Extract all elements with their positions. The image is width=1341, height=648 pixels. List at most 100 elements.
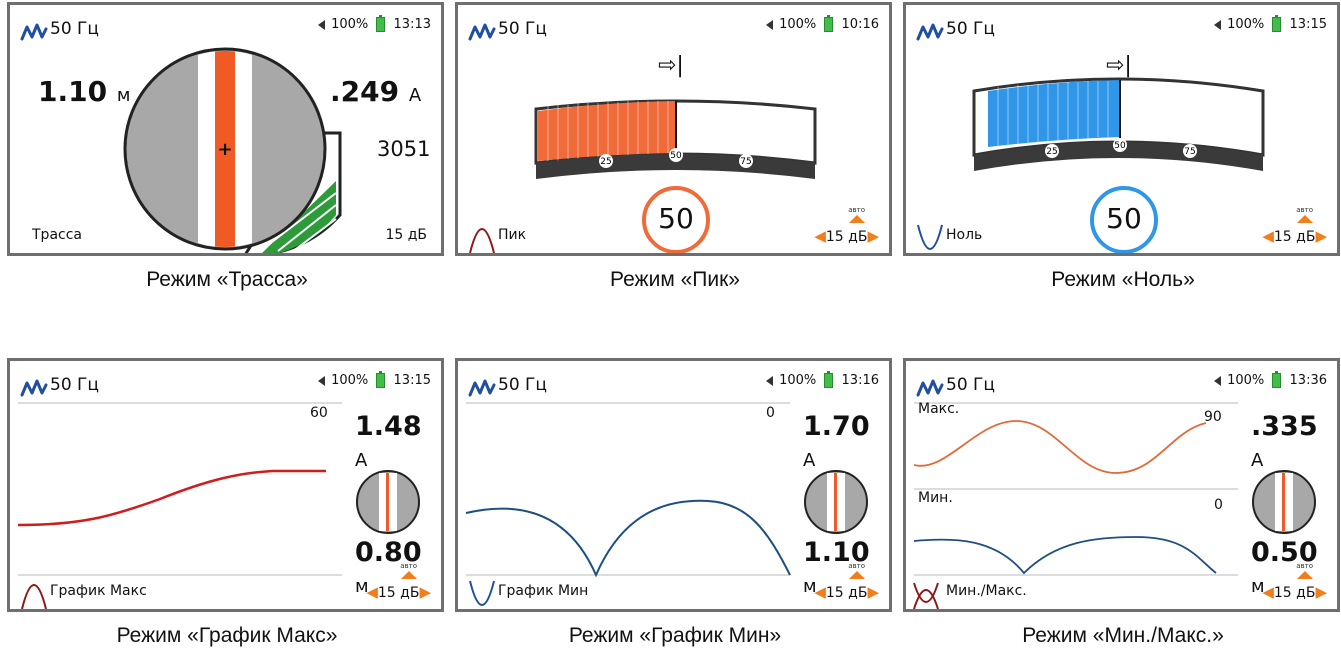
gain-right-icon[interactable]: ▶ xyxy=(419,583,431,601)
minmax-icon xyxy=(913,582,939,609)
caption-graph-min: Режим «График Мин» xyxy=(568,624,782,647)
current-value: 1.70 xyxy=(803,411,870,442)
depth-value: 1.10 xyxy=(38,75,108,108)
gain-value: 15 дБ xyxy=(1273,585,1316,601)
caption-graph-max: Режим «График Макс» xyxy=(116,624,338,647)
auto-label: авто xyxy=(848,562,865,570)
screen-nol: 25 50 75 ⇨| 50 50 Гц 100% 13:15 Ноль авт… xyxy=(903,2,1340,256)
status-bar: 100% 10:16 xyxy=(765,15,879,32)
battery-icon xyxy=(824,371,834,388)
null-icon xyxy=(917,224,943,250)
scale-ticks: 25 50 75 xyxy=(1045,138,1197,158)
cable-indicator xyxy=(215,51,235,247)
graph-scale-label: 60 xyxy=(310,405,328,421)
speaker-icon xyxy=(765,19,773,30)
clock: 13:15 xyxy=(393,373,431,388)
current-readout: 1.70 A xyxy=(803,411,889,473)
gain-right-icon[interactable]: ▶ xyxy=(1315,227,1327,245)
graph-min-graphics xyxy=(465,379,868,606)
screen-minmax: Макс. 90 Мин. 0 .335 A 0.50 м 50 Гц 100%… xyxy=(903,358,1340,612)
current-unit: A xyxy=(408,85,422,106)
auto-label: авто xyxy=(400,562,417,570)
graph-scale-label: 0 xyxy=(766,405,775,421)
max-graph-line xyxy=(913,420,1207,474)
battery-percent: 100% xyxy=(779,373,817,388)
auto-gain-indicator[interactable]: авто xyxy=(400,562,417,579)
wave-icon xyxy=(20,23,48,41)
depth-unit: м xyxy=(355,576,369,597)
gain-display[interactable]: ◀15 дБ▶ xyxy=(1262,227,1327,245)
frequency-label: 50 Гц xyxy=(946,19,995,39)
gain-up-icon xyxy=(1296,571,1313,579)
clock: 13:36 xyxy=(1289,373,1327,388)
auto-gain-indicator[interactable]: авто xyxy=(1296,562,1313,579)
gain-up-icon xyxy=(848,571,865,579)
gain-display[interactable]: ◀15 дБ▶ xyxy=(366,583,431,601)
gain-left-icon[interactable]: ◀ xyxy=(1262,583,1274,601)
mode-label: График Мин xyxy=(498,583,589,599)
tick-75: 75 xyxy=(1184,147,1195,157)
gain-display[interactable]: ◀15 дБ▶ xyxy=(1262,583,1327,601)
gain-display[interactable]: ◀15 дБ▶ xyxy=(814,227,879,245)
min-graph-line xyxy=(913,536,1217,575)
auto-label: авто xyxy=(848,206,865,214)
wave-icon xyxy=(916,379,944,397)
status-bar: 100% 13:36 xyxy=(1213,371,1327,388)
auto-gain-indicator[interactable]: авто xyxy=(848,206,865,223)
speaker-icon xyxy=(1213,19,1221,30)
tick-25: 25 xyxy=(1046,147,1057,157)
battery-icon xyxy=(1272,15,1282,32)
gain-value: 15 дБ xyxy=(377,585,420,601)
wave-icon xyxy=(20,379,48,397)
mode-label: Мин./Макс. xyxy=(946,583,1027,599)
status-bar: 100% 13:15 xyxy=(317,371,431,388)
depth-readout: 1.10 м xyxy=(803,537,889,599)
gain-value: 15 дБ xyxy=(825,585,868,601)
max-graph-label: Макс. xyxy=(918,401,960,417)
screen-graph-max: 60 1.48 A 0.80 м 50 Гц 100% 13:15 График… xyxy=(7,358,444,612)
battery-icon xyxy=(376,15,386,32)
auto-gain-indicator[interactable]: авто xyxy=(848,562,865,579)
screen-trassa: + 50 Гц 100% 13:13 1.10 м .249 A 3051 Тр… xyxy=(7,2,444,256)
status-bar: 100% 13:16 xyxy=(765,371,879,388)
min-graph-label: Мин. xyxy=(918,490,953,506)
gain-left-icon[interactable]: ◀ xyxy=(1262,227,1274,245)
direction-arrow: ⇨| xyxy=(658,53,684,78)
gain-left-icon[interactable]: ◀ xyxy=(814,227,826,245)
max-graph-line xyxy=(17,469,326,527)
gain-right-icon[interactable]: ▶ xyxy=(867,583,879,601)
battery-icon xyxy=(1272,371,1282,388)
battery-percent: 100% xyxy=(331,373,369,388)
gain-left-icon[interactable]: ◀ xyxy=(814,583,826,601)
auto-gain-indicator[interactable]: авто xyxy=(1296,206,1313,223)
peak-icon xyxy=(21,584,47,609)
speaker-icon xyxy=(765,375,773,386)
caption-minmax: Режим «Мин./Макс.» xyxy=(1022,624,1224,647)
gain-up-icon xyxy=(848,215,865,223)
peak-icon xyxy=(469,228,495,253)
status-bar: 100% 13:15 xyxy=(1213,15,1327,32)
gain-display[interactable]: ◀15 дБ▶ xyxy=(814,583,879,601)
gain-right-icon[interactable]: ▶ xyxy=(867,227,879,245)
auto-label: авто xyxy=(1296,206,1313,214)
current-readout: .335 A xyxy=(1251,411,1337,473)
wave-icon xyxy=(468,23,496,41)
gain-left-icon[interactable]: ◀ xyxy=(366,583,378,601)
pik-graphics: 25 50 75 xyxy=(468,23,817,253)
scale-ticks: 25 50 75 xyxy=(599,148,753,168)
min-scale-label: 0 xyxy=(1214,497,1223,513)
depth-readout: 0.80 м xyxy=(355,537,441,599)
clock: 13:15 xyxy=(1289,17,1327,32)
mini-cable-indicator xyxy=(834,473,837,531)
gain-right-icon[interactable]: ▶ xyxy=(1315,583,1327,601)
gain-up-icon xyxy=(1296,215,1313,223)
mini-cable-indicator xyxy=(386,473,389,531)
tick-75: 75 xyxy=(740,157,751,167)
tick-25: 25 xyxy=(600,157,611,167)
depth-unit: м xyxy=(803,576,817,597)
mini-cable-indicator xyxy=(1282,473,1285,531)
current-readout: .249 A xyxy=(330,75,421,108)
depth-value: 0.80 xyxy=(355,537,422,568)
tick-50: 50 xyxy=(670,151,682,161)
reading-value: 50 xyxy=(658,202,694,235)
